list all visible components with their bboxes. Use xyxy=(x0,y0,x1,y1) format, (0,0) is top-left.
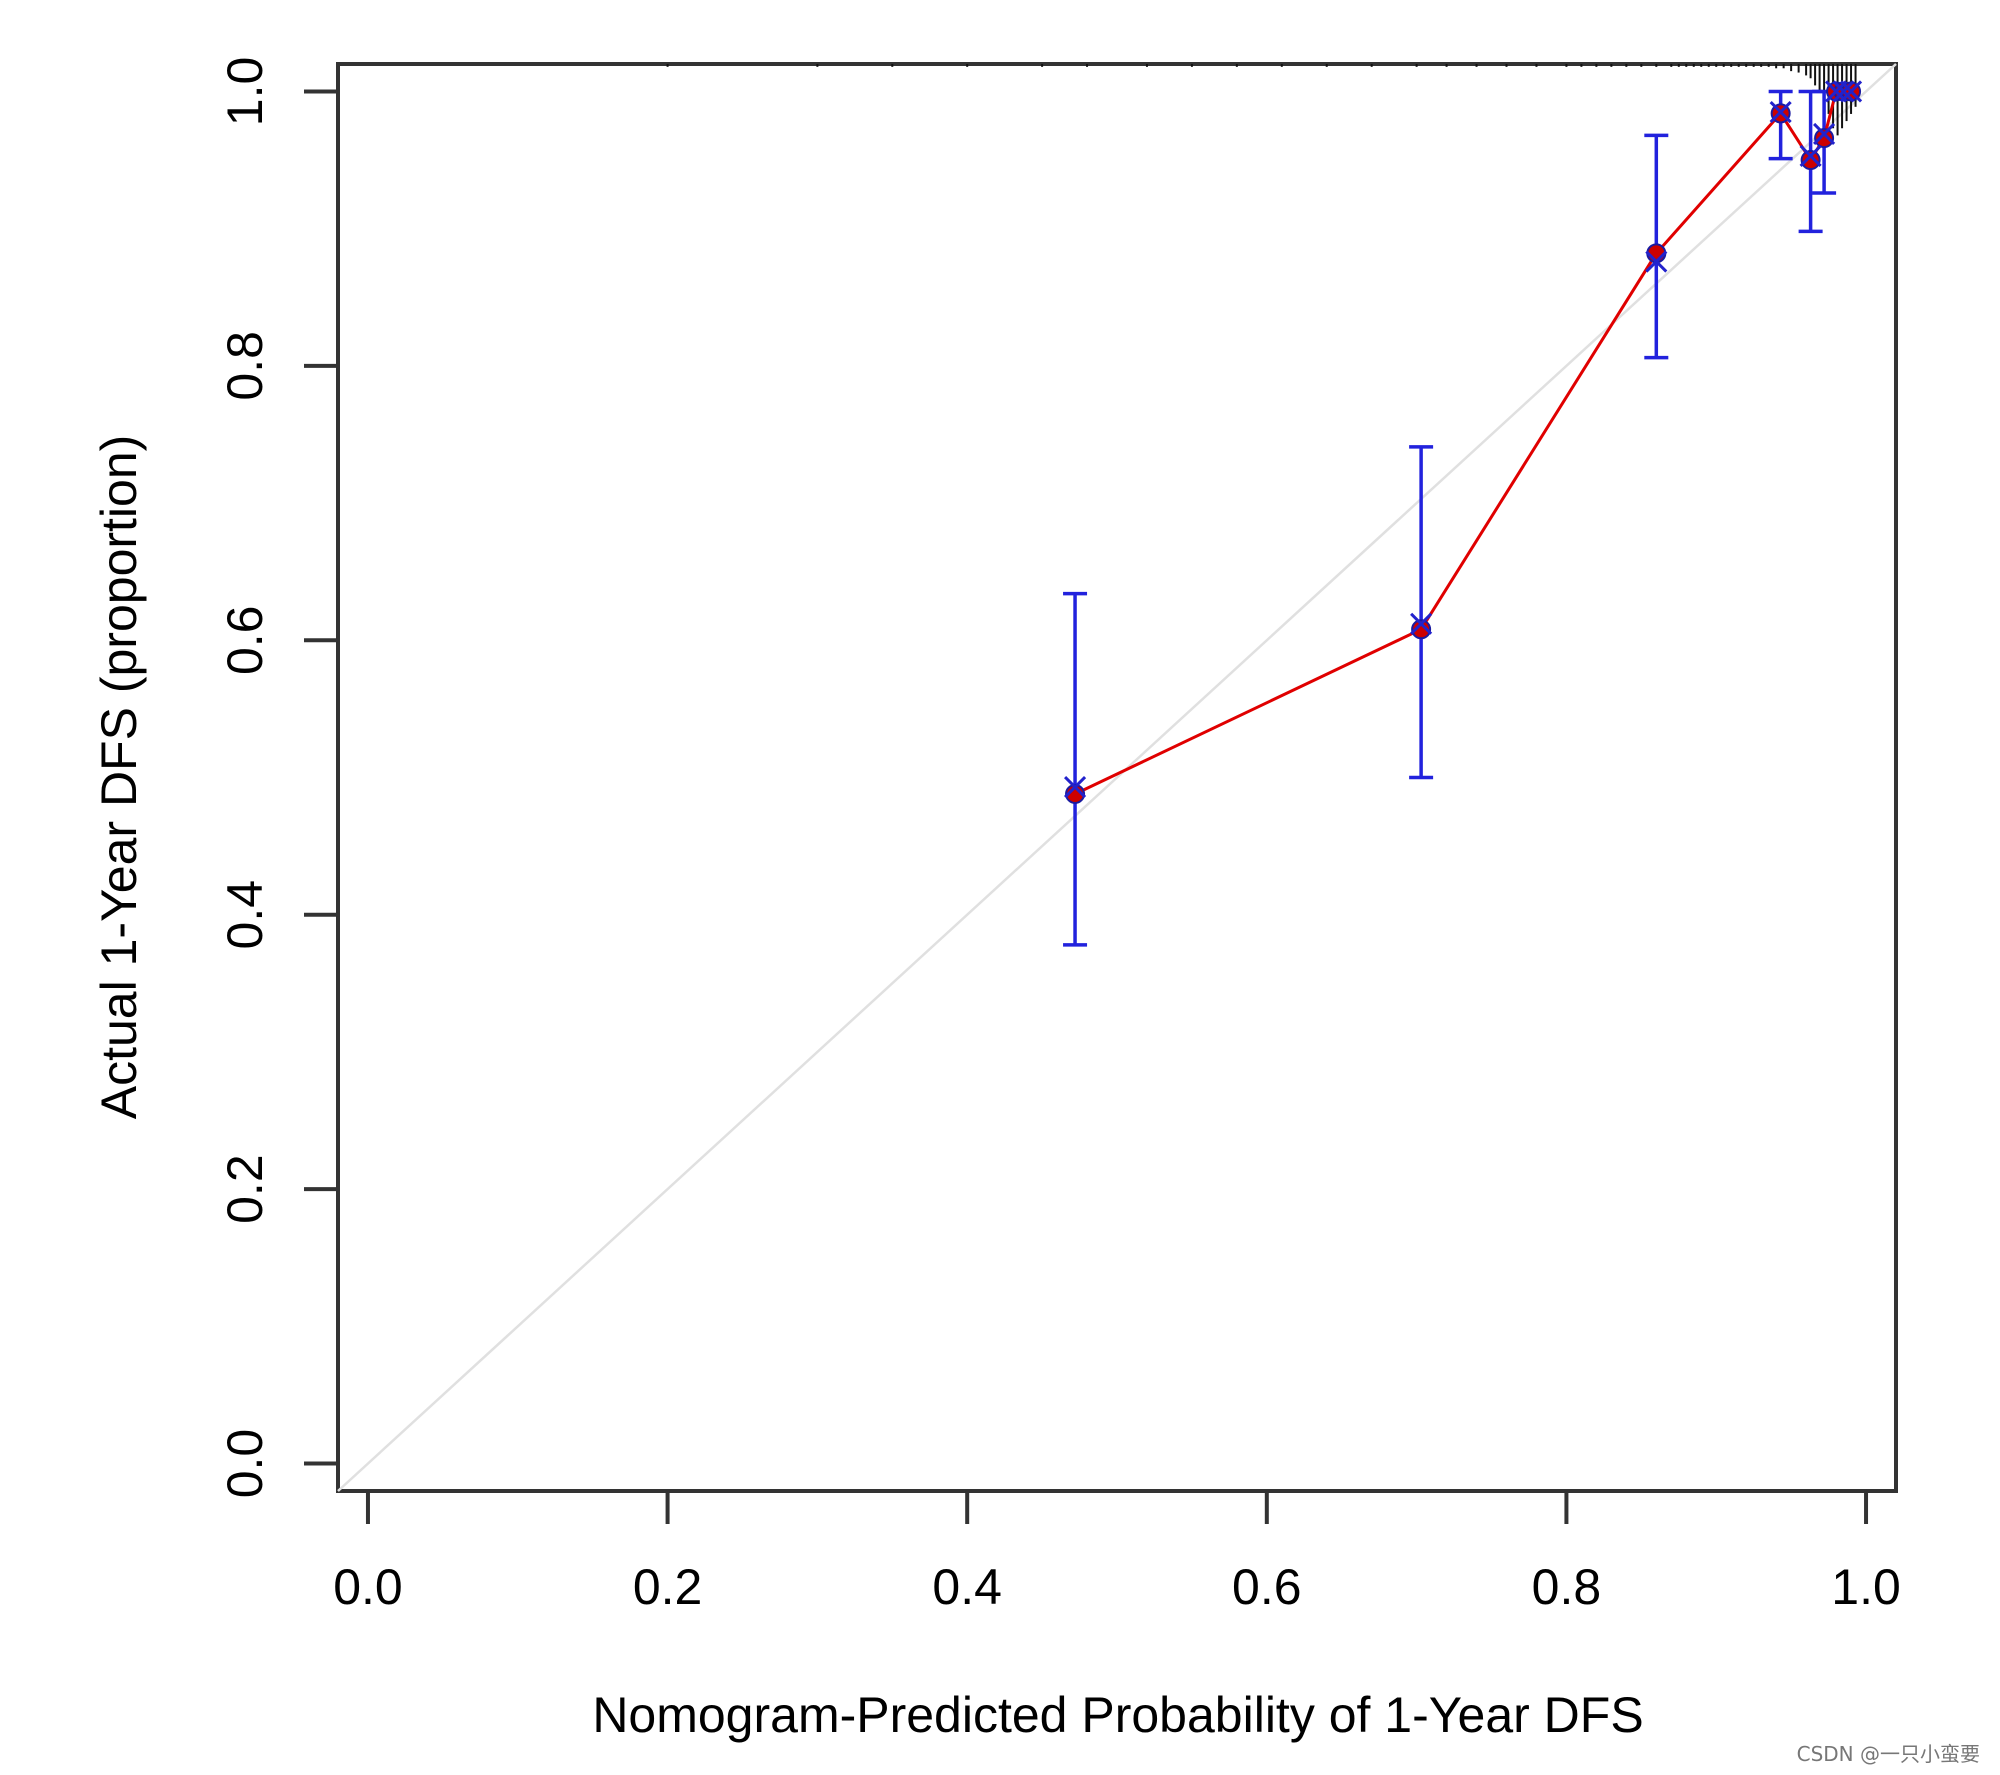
bias-corrected-marker xyxy=(1832,80,1855,103)
bias-corrected-marker xyxy=(1813,122,1836,146)
bias-corrected-marker xyxy=(1799,144,1822,167)
marker-stroke xyxy=(1063,776,1087,799)
observed-point xyxy=(1800,150,1821,171)
x-tick-label: 0.4 xyxy=(932,1559,1002,1615)
y-tick-label: 0.0 xyxy=(217,1429,273,1499)
bias-corrected-marker xyxy=(1063,776,1087,799)
marker-stroke xyxy=(1410,612,1433,635)
marker-stroke xyxy=(1813,122,1836,146)
observed-point xyxy=(1411,619,1432,640)
marker-stroke xyxy=(1769,100,1792,124)
x-tick-label: 0.6 xyxy=(1232,1559,1302,1615)
y-tick-label: 0.6 xyxy=(217,606,273,676)
marker-stroke xyxy=(1839,80,1863,103)
error-bar-layer xyxy=(1063,89,1837,947)
x-axis-title: Nomogram-Predicted Probability of 1-Year… xyxy=(592,1687,1643,1743)
calibration-line-layer xyxy=(1074,89,1852,796)
y-tick-label: 0.8 xyxy=(217,331,273,401)
y-tick-label: 1.0 xyxy=(217,57,273,127)
bias-corrected-marker xyxy=(1839,80,1863,103)
observed-calibration-line xyxy=(1074,89,1852,796)
x-tick-label: 1.0 xyxy=(1831,1559,1901,1615)
marker-stroke xyxy=(1799,144,1822,167)
bias-corrected-marker xyxy=(1645,250,1668,273)
observed-point xyxy=(1065,783,1086,804)
bias-corrected-marker xyxy=(1410,612,1433,635)
marker-stroke xyxy=(1832,80,1855,103)
y-axis-title: Actual 1-Year DFS (proportion) xyxy=(91,435,147,1120)
reference-line-layer xyxy=(337,63,1897,1492)
y-axis: 0.0 0.2 0.4 0.6 0.8 1.0 xyxy=(217,57,340,1499)
bias-corrected-marker xyxy=(1769,100,1792,124)
watermark: CSDN @一只小蛮要 xyxy=(1796,1742,1980,1766)
marker-stroke xyxy=(1645,250,1668,273)
x-axis: 0.0 0.2 0.4 0.6 0.8 1.0 xyxy=(333,1489,1901,1615)
x-tick-label: 0.2 xyxy=(633,1559,703,1615)
observed-point xyxy=(1814,128,1835,149)
y-tick-label: 0.2 xyxy=(217,1154,273,1224)
x-tick-label: 0.0 xyxy=(333,1559,403,1615)
rug-layer xyxy=(666,64,1857,136)
reference-diagonal-line xyxy=(337,63,1897,1492)
y-tick-label: 0.4 xyxy=(217,880,273,950)
x-tick-label: 0.8 xyxy=(1532,1559,1602,1615)
point-layer xyxy=(1063,80,1863,804)
